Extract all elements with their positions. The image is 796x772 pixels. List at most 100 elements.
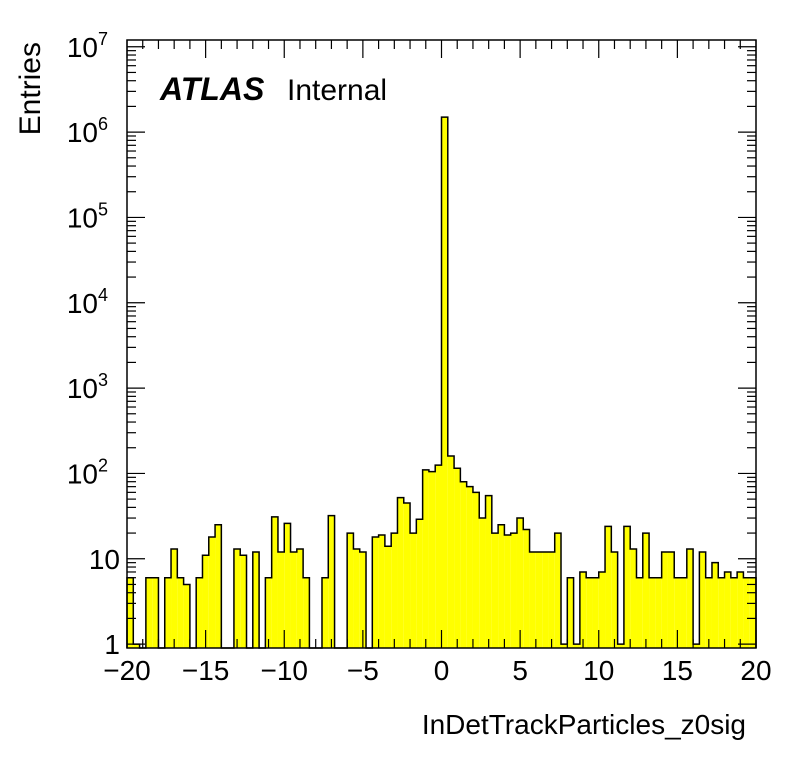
y-tick-label: 107 <box>67 29 108 63</box>
histogram-bar <box>454 468 461 648</box>
histogram-bar <box>598 571 606 648</box>
histogram-bar <box>378 534 385 648</box>
atlas-label: ATLAS <box>159 71 265 107</box>
histogram-bar <box>661 552 668 648</box>
x-tick-label: −5 <box>347 655 379 686</box>
histogram-bar <box>202 555 209 648</box>
histogram-bar <box>479 518 486 648</box>
histogram-bar <box>435 465 442 648</box>
histogram-bar <box>523 529 530 648</box>
histogram-bar <box>152 577 159 648</box>
x-tick-label: 5 <box>512 655 528 686</box>
histogram-bar <box>391 533 398 648</box>
y-tick-label: 105 <box>67 199 108 233</box>
histogram-bar <box>724 571 731 648</box>
histogram-bar <box>674 577 681 648</box>
histogram-bar <box>290 552 297 648</box>
histogram-bar <box>623 526 631 648</box>
histogram-bar <box>416 519 423 648</box>
x-tick-label: 20 <box>740 655 771 686</box>
histogram-bar <box>240 555 247 648</box>
histogram-bar <box>441 117 448 649</box>
histogram-bar <box>611 552 618 648</box>
histogram-bar <box>680 577 687 648</box>
histogram-bar <box>303 577 310 648</box>
histogram-bar <box>516 518 524 648</box>
histogram-bar <box>655 577 662 648</box>
histogram-bar <box>196 577 203 648</box>
histogram-bar <box>277 552 285 648</box>
histogram-bar <box>693 644 700 648</box>
histogram-bar <box>579 571 587 648</box>
histogram-bar <box>472 492 480 648</box>
histogram-bar <box>183 584 190 648</box>
histogram-bar <box>353 549 360 648</box>
histogram-bar <box>233 549 241 648</box>
histogram-bar <box>504 534 511 648</box>
histogram-bar <box>743 577 750 648</box>
histogram-bar <box>460 481 467 648</box>
axis-ticks <box>126 40 757 648</box>
histogram-bar <box>145 577 153 648</box>
histogram-bar <box>164 577 172 648</box>
histogram-bar <box>271 516 278 648</box>
histogram-bar <box>667 552 675 648</box>
histogram-bar <box>252 552 260 648</box>
histogram-bar <box>403 503 411 648</box>
histogram-bar <box>548 552 555 648</box>
histogram-bar <box>428 471 436 648</box>
histogram-bar <box>737 571 744 648</box>
histogram-bar <box>296 549 304 648</box>
histogram-bar <box>422 469 429 648</box>
histogram-bar <box>347 533 354 648</box>
histogram-bar <box>636 577 643 648</box>
y-tick-label: 10 <box>89 544 120 575</box>
histogram-bar <box>630 549 637 648</box>
histogram-bar <box>554 533 562 648</box>
histogram-bar <box>686 549 694 648</box>
histogram-bar <box>535 552 543 648</box>
y-tick-labels: 1 10 102 103 104 105 106 107 <box>67 29 120 660</box>
histogram-bar <box>498 524 505 648</box>
histogram-bars <box>126 116 757 649</box>
histogram-bar <box>359 552 367 648</box>
x-tick-label: 15 <box>662 655 693 686</box>
histogram-bar <box>649 577 656 648</box>
x-axis-label: InDetTrackParticles_z0sig <box>422 709 746 740</box>
histogram-bar <box>491 533 499 648</box>
histogram-bar <box>605 526 612 648</box>
y-tick-label: 104 <box>67 285 108 319</box>
histogram-bar <box>642 533 650 648</box>
histogram-bar <box>284 523 291 648</box>
y-tick-label: 103 <box>67 370 108 404</box>
x-tick-labels: −20 −15 −10 −5 0 5 10 15 20 <box>103 655 771 686</box>
histogram-bar <box>171 549 178 648</box>
histogram-bar <box>265 577 272 648</box>
histogram-bar <box>177 577 184 648</box>
histogram-bar <box>384 546 392 648</box>
histogram-bar <box>567 577 574 648</box>
internal-label: Internal <box>287 74 387 107</box>
histogram-bar <box>328 515 335 648</box>
histogram-bar <box>208 536 216 648</box>
y-tick-label: 106 <box>67 114 108 148</box>
x-tick-label: −15 <box>182 655 230 686</box>
histogram-bar <box>749 577 756 648</box>
histogram-bar <box>561 644 568 648</box>
histogram-bar <box>573 644 580 648</box>
histogram-bar <box>372 536 379 648</box>
histogram-bar <box>699 552 706 648</box>
histogram-bar <box>586 577 593 648</box>
histogram-bar <box>133 644 140 648</box>
histogram-bar <box>730 577 738 648</box>
x-tick-label: 10 <box>583 655 614 686</box>
histogram-bar <box>321 577 329 648</box>
y-tick-label: 102 <box>67 455 108 489</box>
histogram-bar <box>592 577 599 648</box>
x-tick-label: 0 <box>434 655 450 686</box>
histogram-bar <box>485 495 492 648</box>
histogram-bar <box>718 577 725 648</box>
y-tick-label: 1 <box>104 629 120 660</box>
histogram-bar <box>510 533 517 648</box>
histogram-bar <box>397 497 404 648</box>
